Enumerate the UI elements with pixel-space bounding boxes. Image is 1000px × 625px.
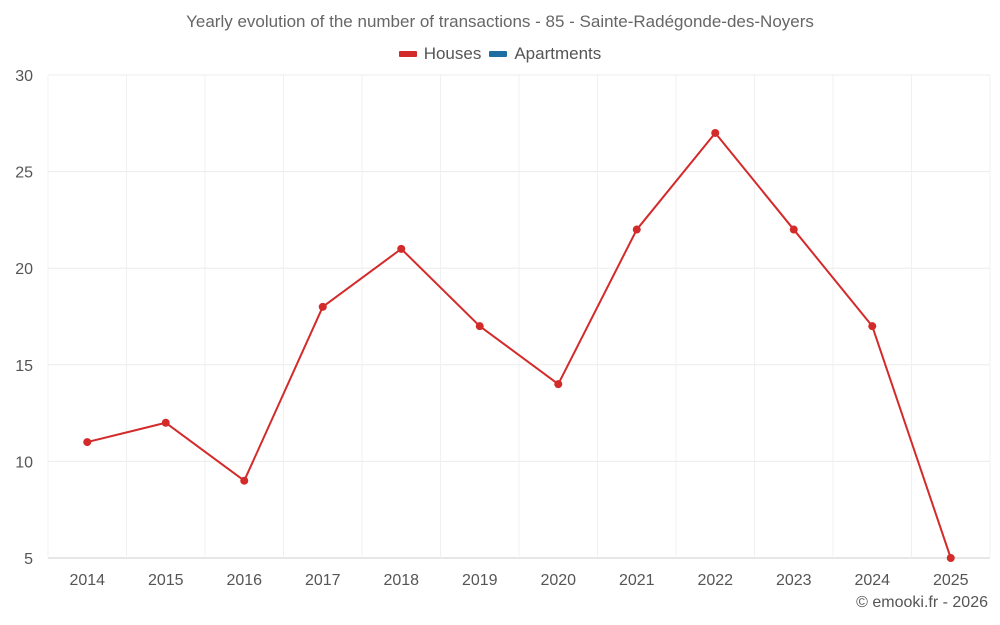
data-point-houses (83, 438, 92, 447)
y-tick-label: 25 (15, 165, 33, 182)
legend: Houses Apartments (0, 44, 1000, 64)
x-tick-label: 2023 (776, 572, 812, 589)
data-point-houses (475, 322, 484, 331)
x-tick-label: 2022 (697, 572, 733, 589)
x-tick-label: 2024 (854, 572, 890, 589)
x-tick-label: 2019 (462, 572, 498, 589)
data-point-houses (711, 128, 720, 137)
data-point-houses (240, 476, 249, 485)
x-tick-label: 2016 (226, 572, 262, 589)
y-tick-label: 10 (15, 454, 33, 471)
data-point-houses (397, 244, 406, 253)
x-tick-label: 2018 (383, 572, 419, 589)
x-tick-label: 2014 (69, 572, 105, 589)
legend-item-apartments[interactable]: Apartments (489, 44, 601, 64)
y-tick-label: 20 (15, 261, 33, 278)
legend-swatch-houses (398, 51, 417, 57)
data-point-houses (554, 380, 563, 389)
y-tick-label: 5 (24, 551, 33, 568)
data-point-houses (161, 418, 170, 427)
data-point-houses (632, 225, 641, 234)
copyright-credit: © emooki.fr - 2026 (856, 594, 988, 611)
data-point-houses (868, 322, 877, 331)
legend-label-houses: Houses (423, 44, 482, 63)
data-point-houses (318, 302, 327, 311)
x-tick-label: 2015 (148, 572, 184, 589)
data-point-houses (946, 554, 955, 562)
y-tick-label: 15 (15, 358, 33, 375)
legend-swatch-apartments (489, 51, 508, 57)
x-tick-label: 2021 (619, 572, 655, 589)
y-tick-label: 30 (15, 68, 33, 85)
legend-label-apartments: Apartments (514, 44, 602, 63)
legend-item-houses[interactable]: Houses (398, 44, 482, 64)
x-tick-label: 2017 (305, 572, 341, 589)
data-point-houses (789, 225, 798, 234)
chart-title: Yearly evolution of the number of transa… (186, 12, 814, 31)
x-tick-label: 2025 (933, 572, 969, 589)
x-tick-label: 2020 (540, 572, 576, 589)
series-line-houses (87, 131, 952, 559)
